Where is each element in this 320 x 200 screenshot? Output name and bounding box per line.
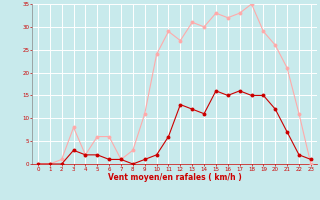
X-axis label: Vent moyen/en rafales ( km/h ): Vent moyen/en rafales ( km/h ): [108, 173, 241, 182]
